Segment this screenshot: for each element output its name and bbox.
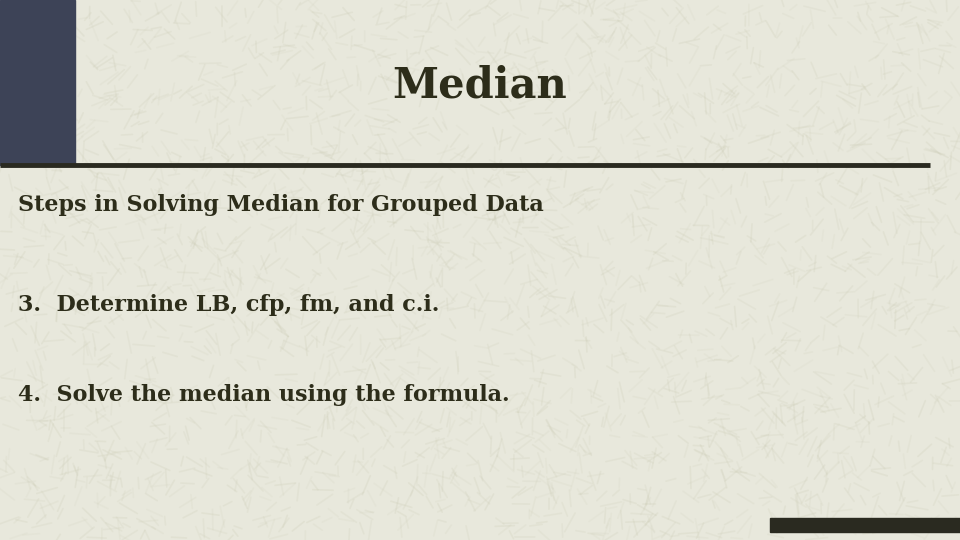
Bar xyxy=(0,0,75,165)
Text: Steps in Solving Median for Grouped Data: Steps in Solving Median for Grouped Data xyxy=(18,194,543,216)
Bar xyxy=(770,518,960,532)
Text: 3.  Determine LB, cfp, fm, and c.i.: 3. Determine LB, cfp, fm, and c.i. xyxy=(18,294,440,316)
Text: 4.  Solve the median using the formula.: 4. Solve the median using the formula. xyxy=(18,384,510,406)
Text: Median: Median xyxy=(393,64,567,106)
